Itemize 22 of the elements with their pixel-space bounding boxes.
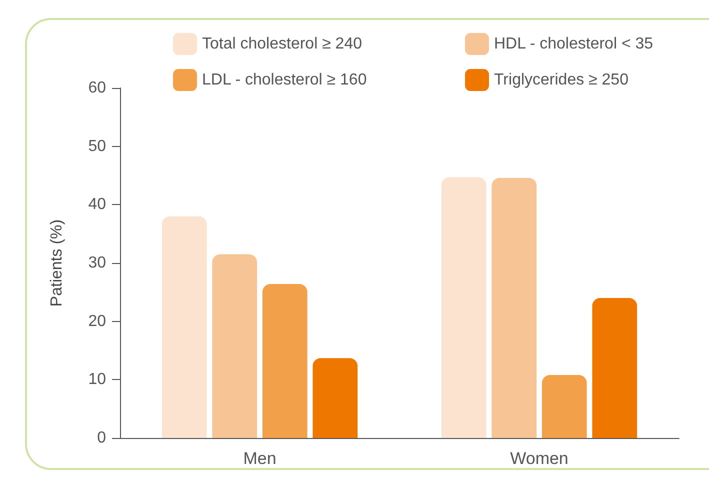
y-tick-label: 20 bbox=[88, 312, 106, 330]
y-tick-label: 50 bbox=[88, 138, 106, 155]
bar bbox=[492, 178, 537, 438]
bar bbox=[162, 216, 207, 438]
y-tick-label: 40 bbox=[88, 196, 106, 214]
y-tick-label: 60 bbox=[88, 80, 106, 96]
bar bbox=[262, 284, 308, 438]
bar bbox=[542, 375, 587, 438]
bar bbox=[212, 254, 258, 438]
legend-label: Total cholesterol ≥ 240 bbox=[202, 36, 362, 52]
x-tick-label: Men bbox=[243, 449, 276, 468]
bar bbox=[441, 177, 486, 438]
y-tick-label: 30 bbox=[88, 254, 106, 272]
legend-label: Triglycerides ≥ 250 bbox=[494, 72, 629, 88]
legend-label: HDL - cholesterol < 35 bbox=[494, 36, 654, 52]
bar bbox=[312, 358, 358, 438]
bar bbox=[592, 298, 638, 438]
x-tick-label: Women bbox=[510, 449, 568, 468]
legend-label: LDL - cholesterol ≥ 160 bbox=[202, 72, 367, 88]
y-tick-label: 10 bbox=[88, 371, 106, 388]
y-tick-label: 0 bbox=[97, 430, 106, 446]
y-axis-title: Patients (%) bbox=[48, 219, 66, 307]
